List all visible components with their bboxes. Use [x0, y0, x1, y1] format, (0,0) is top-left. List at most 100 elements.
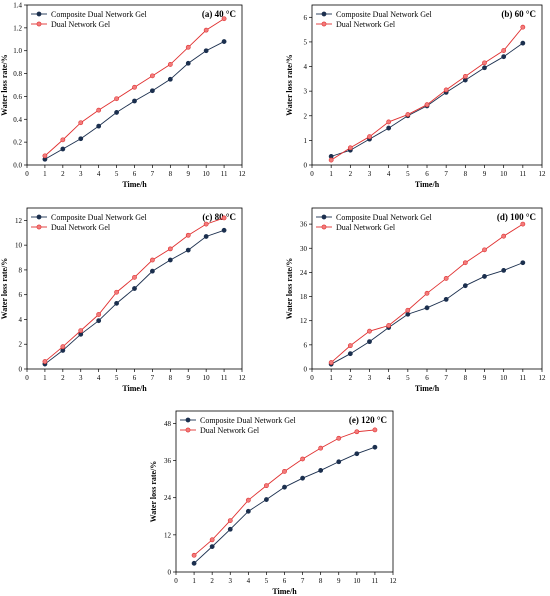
- legend-label: Dual Network Gel: [51, 223, 111, 232]
- data-point: [520, 40, 526, 46]
- y-tick-label: 0: [19, 366, 23, 374]
- x-axis-label: Time/h: [122, 180, 147, 189]
- data-point: [150, 268, 155, 274]
- data-point: [354, 451, 360, 457]
- data-point: [336, 459, 342, 465]
- x-tick-label: 4: [97, 170, 101, 178]
- data-point: [386, 323, 392, 328]
- data-point: [132, 274, 137, 280]
- chart-panel-1: 0 1 2 3 4 5 6 7 8 9 10 11 120.00.20.40.60.81.01.21.4…: [0, 2, 246, 190]
- data-point: [96, 107, 102, 113]
- data-point: [167, 62, 173, 67]
- panel-title: (b) 60 °C: [501, 9, 536, 19]
- chart-panel-4: 0 1 2 3 4 5 6 7 8 9 10 11 12061218243036Time/hWater …: [285, 207, 546, 393]
- data-point: [203, 48, 209, 54]
- series-composite-dual-network-gel: [328, 260, 526, 367]
- data-point: [386, 125, 392, 131]
- legend-marker: [36, 214, 42, 220]
- data-point: [347, 351, 353, 357]
- x-tick-label: 0: [25, 374, 29, 382]
- x-tick-label: 3: [368, 170, 372, 178]
- data-point: [132, 286, 137, 291]
- data-point: [443, 296, 449, 302]
- legend-marker: [36, 11, 42, 17]
- series-dual-network-gel: [42, 16, 227, 159]
- x-tick-label: 7: [301, 577, 305, 585]
- data-point: [372, 444, 378, 450]
- data-point: [462, 283, 468, 289]
- data-point: [347, 145, 353, 151]
- data-point: [264, 497, 269, 502]
- legend-label: Dual Network Gel: [200, 426, 260, 435]
- legend-marker: [36, 224, 42, 230]
- data-point: [114, 300, 119, 306]
- data-point: [185, 44, 191, 50]
- data-point: [482, 247, 487, 253]
- data-point: [300, 475, 305, 481]
- series-line: [330, 26, 524, 161]
- x-tick-label: 12: [539, 170, 547, 178]
- x-tick-label: 12: [239, 170, 247, 178]
- x-tick-label: 11: [372, 577, 379, 585]
- data-point: [96, 312, 102, 317]
- y-tick-label: 1.4: [13, 2, 22, 10]
- x-axis-label: Time/h: [272, 587, 297, 596]
- x-tick-label: 1: [329, 374, 333, 382]
- data-point: [462, 73, 468, 79]
- x-tick-label: 6: [425, 374, 429, 382]
- plot-frame: [175, 410, 394, 573]
- legend-marker: [321, 21, 327, 27]
- data-point: [482, 274, 487, 279]
- series-composite-dual-network-gel: [191, 444, 378, 566]
- data-point: [520, 260, 526, 266]
- y-axis-label: Water loss rate/%: [285, 54, 294, 116]
- y-tick-label: 1.2: [13, 24, 22, 32]
- data-point: [405, 307, 411, 313]
- x-tick-label: 0: [174, 577, 178, 585]
- series-dual-network-gel: [191, 427, 378, 558]
- series-composite-dual-network-gel: [42, 39, 227, 162]
- x-tick-label: 8: [464, 374, 468, 382]
- data-point: [264, 483, 269, 489]
- data-point: [203, 221, 209, 227]
- legend-label: Composite Dual Network Gel: [51, 213, 148, 222]
- legend-marker: [36, 21, 42, 27]
- y-tick-label: 4: [19, 316, 23, 324]
- x-tick-label: 9: [337, 577, 341, 585]
- data-point: [347, 343, 353, 349]
- series-line: [44, 229, 225, 365]
- panel-title: (e) 120 °C: [349, 415, 387, 425]
- x-tick-label: 8: [169, 170, 173, 178]
- x-tick-label: 2: [349, 170, 353, 178]
- data-point: [191, 560, 197, 566]
- y-tick-label: 0: [304, 366, 308, 374]
- y-tick-label: 18: [300, 293, 308, 301]
- data-point: [443, 87, 449, 93]
- y-tick-label: 10: [15, 242, 23, 250]
- x-tick-label: 11: [221, 170, 228, 178]
- data-point: [209, 537, 215, 543]
- panel-title: (c) 80 °C: [202, 212, 236, 222]
- y-tick-label: 12: [164, 531, 172, 539]
- y-tick-label: 6: [19, 291, 23, 299]
- y-tick-label: 0: [304, 162, 308, 170]
- x-tick-label: 3: [229, 577, 233, 585]
- x-tick-label: 0: [25, 170, 29, 178]
- x-tick-label: 4: [247, 577, 251, 585]
- x-tick-label: 10: [203, 374, 211, 382]
- x-tick-label: 7: [444, 374, 448, 382]
- x-tick-label: 3: [368, 374, 372, 382]
- y-tick-label: 12: [15, 217, 23, 225]
- y-tick-label: 0.4: [13, 116, 22, 124]
- plot-frame: [311, 4, 543, 166]
- x-tick-label: 10: [500, 374, 508, 382]
- series-dual-network-gel: [328, 221, 526, 365]
- data-point: [501, 48, 507, 53]
- x-tick-label: 9: [483, 374, 487, 382]
- panel-title: (d) 100 °C: [497, 212, 536, 222]
- x-tick-label: 5: [406, 170, 410, 178]
- data-point: [60, 344, 66, 350]
